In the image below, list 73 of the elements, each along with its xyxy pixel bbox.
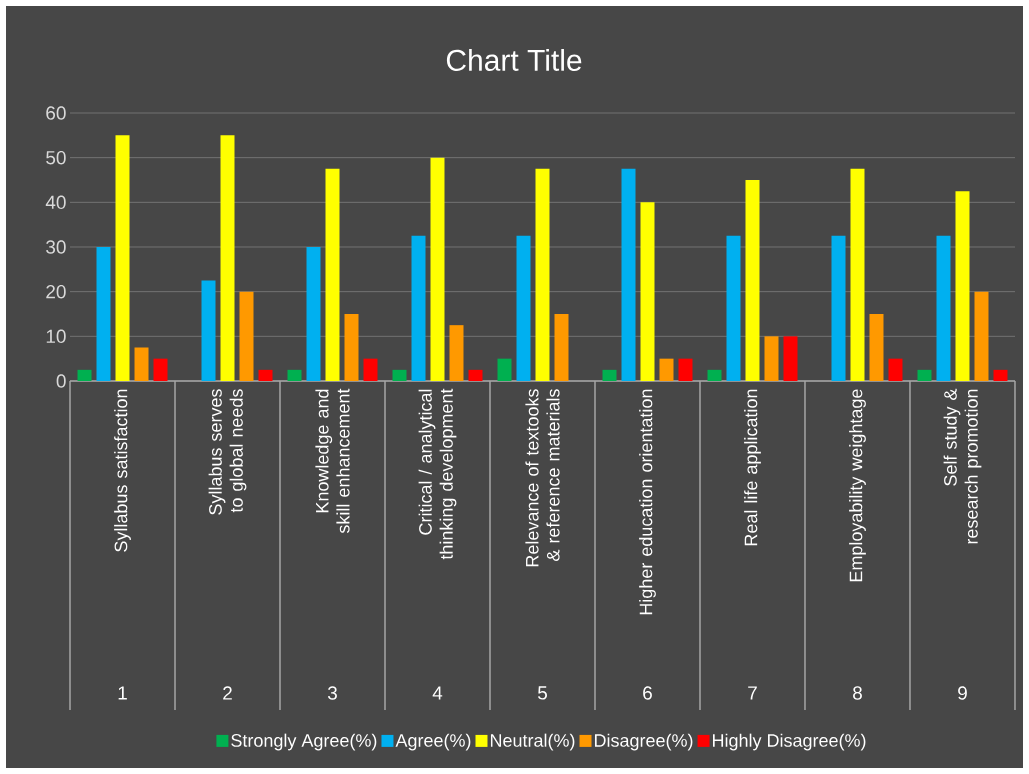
y-tick-label: 20 [46,284,66,299]
bar [430,157,445,381]
x-tick-label: Syllabus satisfaction [114,389,131,552]
bar [220,135,235,381]
legend-label: Highly Disagree(%) [713,733,866,751]
bar [258,369,273,381]
bar [239,291,254,381]
bar [497,358,512,381]
chart-title: Chart Title [446,48,582,72]
bar [745,180,760,381]
x-tick-label: Higher education orientation [639,389,656,615]
text: 5 [537,686,547,700]
text: 8 [853,686,862,700]
bar [974,291,989,381]
y-tick-label: 10 [46,329,66,344]
bar [993,369,1008,381]
text: 9 [958,686,967,700]
bar [783,336,798,381]
bar [392,369,407,381]
y-tick-label: 0 [56,374,66,388]
text: 1 [118,686,127,700]
bar [955,191,970,381]
legend-label: Strongly Agree(%) [231,733,377,751]
bar [153,358,168,381]
bar [115,135,130,381]
bar [621,168,636,381]
bar [344,313,359,381]
bar [678,358,693,381]
bar [287,369,302,381]
text: 4 [432,686,443,700]
bar [850,168,865,381]
x-tick-label: Syllabus serves to global needs [208,389,247,515]
bar [411,235,426,381]
bar [201,280,216,381]
bar [96,247,111,381]
bar [134,347,149,381]
bar [917,369,932,381]
text: 3 [327,686,337,700]
x-tick-label: Real life application [744,389,761,546]
bar [535,168,550,381]
bar [936,235,951,381]
bar [888,358,903,381]
legend-label: Neutral(%) [490,733,575,751]
text: 6 [643,686,652,700]
text: 7 [748,686,757,700]
y-tick-label: 30 [46,240,66,254]
bar [363,358,378,381]
legend-label: Agree(%) [395,733,471,751]
bar [325,168,340,381]
bar [602,369,617,381]
text: 2 [223,686,232,700]
x-tick-label: Relevance of textooks & reference materials [525,389,560,567]
y-tick-label: 50 [46,150,66,165]
bar [516,235,531,381]
x-tick-label: Self study & research promotion [943,388,982,544]
bar [468,369,483,381]
legend-label: Disagree(%) [594,733,693,751]
bar [554,313,569,381]
bar [764,336,779,381]
bar [306,247,321,381]
y-tick-label: 60 [46,106,66,120]
bar [707,369,722,381]
x-tick-label: Employability weightage [849,389,866,582]
bar [726,235,741,381]
bar [449,325,464,381]
bar [659,358,674,381]
bar [640,202,655,381]
bar [831,235,846,381]
y-tick-label: 40 [45,195,66,210]
x-tick-label: Knowledge and skill enhancement [315,388,350,534]
bar [869,313,884,381]
x-tick-label: Critical / analytical thinking development [418,388,457,560]
bar [77,369,92,381]
